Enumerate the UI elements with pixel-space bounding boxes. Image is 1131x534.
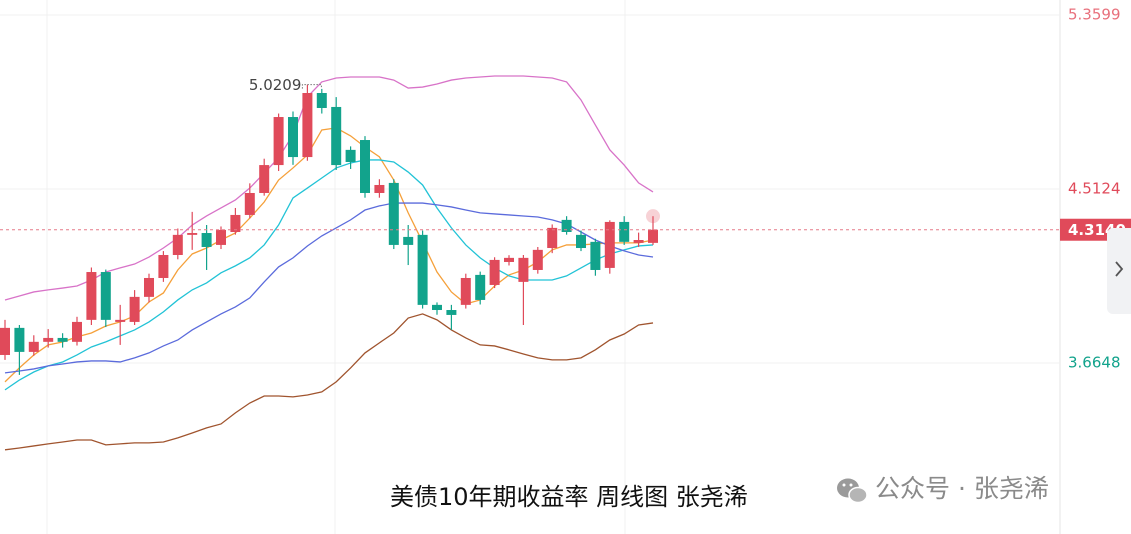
candle-body [316,93,327,108]
candle-body [547,227,558,249]
chart-title: 美债10年期收益率 周线图 张尧浠 [390,483,748,511]
candle-body [144,277,154,297]
candle-body [288,117,298,158]
candle-body [619,221,630,242]
side-toggle[interactable] [1107,228,1131,314]
candle-body [633,240,644,243]
max-label: 5.0209 [249,76,302,94]
watermark-icon [837,478,868,504]
candle-body [388,182,399,245]
candle-body [216,229,226,245]
y-tick-label: 4.5124 [1068,180,1121,198]
candle-body [115,319,126,322]
candle-body [158,254,169,278]
candle-body [72,321,82,342]
candle-body [576,234,586,249]
candle-body [604,221,615,268]
watermark: 公众号 · 张尧浠 [875,474,1049,503]
candle-body [331,106,342,166]
candle-body [302,93,313,158]
candle-body [172,234,183,255]
candle-body [504,257,514,262]
indicator-line [4,159,654,391]
candle-body [561,219,572,232]
indicator-line [4,313,654,451]
candle-body [259,165,270,193]
candle-body [43,337,54,342]
max-bracket [301,84,322,89]
candle-body [648,229,658,243]
candle-body [417,234,428,305]
candle-body [475,274,486,300]
last-glow [646,209,660,224]
candle-body [201,233,212,247]
candle-body [244,192,255,215]
candle-body [86,272,97,320]
candle-body [374,184,385,193]
candle-body [518,257,529,282]
candle-body [57,337,68,342]
candle-body [489,259,500,285]
candle-body [432,304,442,311]
candle-body [590,241,601,270]
candle-body [100,272,111,320]
candle-body [273,117,284,166]
y-tick-label: 5.3599 [1068,6,1121,24]
candle-body [532,249,543,270]
y-tick-label: 3.6648 [1068,354,1121,372]
candle-body [403,236,414,245]
candle-body [460,277,471,305]
indicator-line [4,202,654,374]
candle-body [14,327,25,352]
candle-body [129,296,140,322]
candle-body [187,233,198,235]
indicator-line [4,127,654,383]
candle-body [0,327,10,355]
candle-body [28,341,39,352]
candle-body [230,214,241,232]
candle-body [360,140,370,193]
indicator-line [4,75,654,301]
candle-body [446,310,457,315]
candle-body [345,149,356,162]
